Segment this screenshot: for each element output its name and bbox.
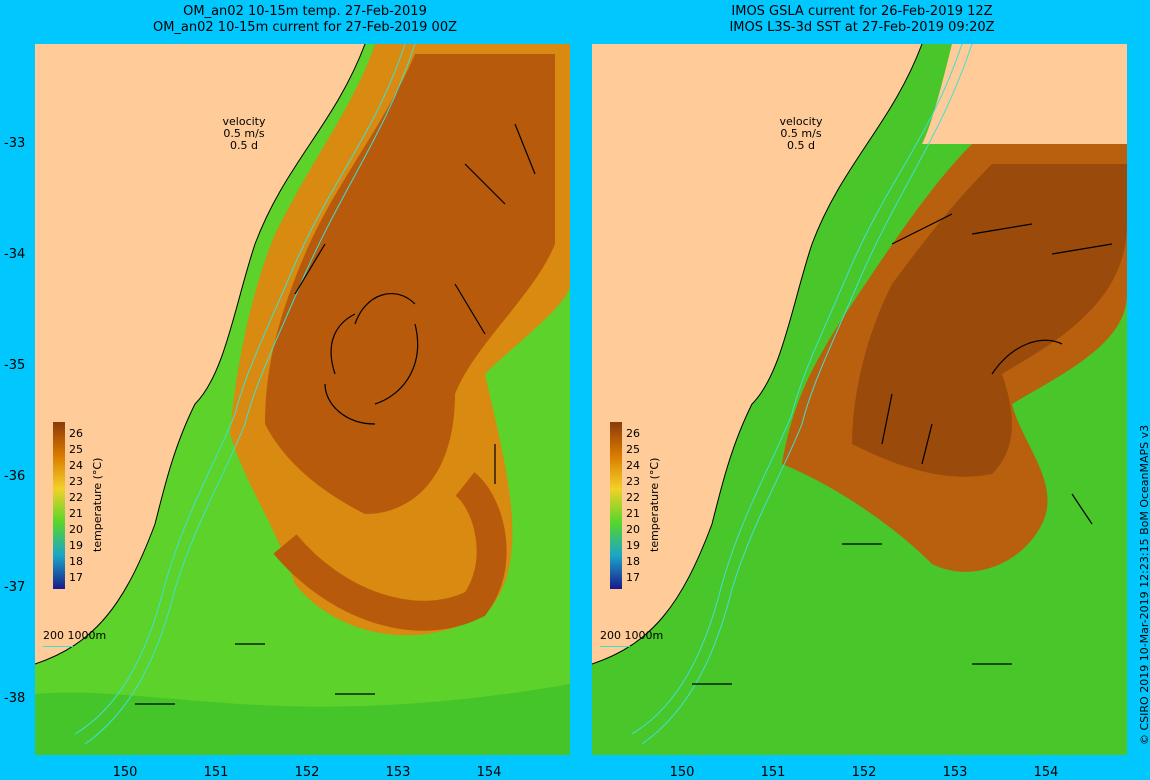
right-colorbar: 26 25 24 23 22 21 20 19 18 17 temperatur… [610,422,670,597]
colorbar-unit: temperature (°C) [91,457,104,552]
right-title-line2: IMOS L3S-3d SST at 27-Feb-2019 09:20Z [729,20,995,35]
colorbar-label: 18 [626,555,640,568]
lat-tick: -35 [4,358,26,373]
colorbar-label: 17 [626,571,640,584]
colorbar-label: 21 [69,507,83,520]
lon-tick: 154 [476,765,502,780]
lon-tick: 151 [760,765,786,780]
right-map-panel[interactable]: velocity 0.5 m/s 0.5 d 26 25 24 23 22 21… [592,44,1127,755]
warm-core [852,164,1127,477]
colorbar-label: 23 [69,475,83,488]
right-panel-title: IMOS GSLA current for 26-Feb-2019 12Z IM… [592,4,1132,36]
velocity-key-label: velocity [222,115,266,128]
left-panel-title: OM_an02 10-15m temp. 27-Feb-2019 OM_an02… [35,4,575,36]
right-map-svg [592,44,1127,755]
velocity-arrows [692,213,1113,685]
colorbar-unit: temperature (°C) [648,457,661,552]
velocity-key-label: velocity [779,115,823,128]
colorbar-label: 17 [69,571,83,584]
left-map-svg [35,44,570,755]
southern-warm-band [35,684,570,755]
lat-tick: -34 [4,247,26,262]
eddy-ring [273,472,507,631]
colorbar-label: 25 [626,443,640,456]
lon-tick: 150 [669,765,695,780]
right-depth-key: 200 1000m [600,629,663,647]
left-map-panel[interactable]: velocity 0.5 m/s 0.5 d 26 25 24 23 22 21… [35,44,570,755]
lat-tick: -38 [4,691,26,706]
left-depth-key: 200 1000m [43,629,106,647]
lon-tick: 153 [942,765,968,780]
coastline [35,44,366,665]
velocity-arrows [135,123,536,705]
colorbar-label: 18 [69,555,83,568]
colorbar-label: 21 [626,507,640,520]
colorbar-label: 20 [626,523,640,536]
left-velocity-key: velocity 0.5 m/s 0.5 d [209,116,279,152]
colorbar-label: 26 [626,427,640,440]
colorbar-label: 20 [69,523,83,536]
lat-tick: -36 [4,469,26,484]
velocity-key-duration: 0.5 d [787,139,815,152]
lon-tick: 154 [1033,765,1059,780]
colorbar-label: 25 [69,443,83,456]
lon-tick: 151 [203,765,229,780]
depth-key-line [600,646,630,647]
left-title-line1: OM_an02 10-15m temp. 27-Feb-2019 [183,4,427,19]
land-mask-gaps [922,44,1127,144]
left-colorbar: 26 25 24 23 22 21 20 19 18 17 temperatur… [53,422,113,597]
depth-key-label: 200 1000m [43,629,107,642]
right-title-line1: IMOS GSLA current for 26-Feb-2019 12Z [731,4,993,19]
velocity-key-duration: 0.5 d [230,139,258,152]
colorbar-label: 19 [69,539,83,552]
right-velocity-key: velocity 0.5 m/s 0.5 d [766,116,836,152]
colorbar-label: 26 [69,427,83,440]
isobath-1000 [84,44,416,745]
colorbar-label: 22 [69,491,83,504]
isobath-1000 [641,44,973,745]
colorbar-label: 24 [69,459,83,472]
warm-core [265,54,555,514]
colorbar-gradient [610,422,622,589]
lat-tick: -33 [4,136,26,151]
lat-tick: -37 [4,580,26,595]
lon-tick: 153 [385,765,411,780]
depth-key-label: 200 1000m [600,629,664,642]
isobath-200 [631,44,963,735]
velocity-key-speed: 0.5 m/s [780,127,822,140]
isobath-200 [74,44,406,735]
colorbar-label: 24 [626,459,640,472]
lon-tick: 152 [851,765,877,780]
coastline [592,44,923,665]
colorbar-label: 22 [626,491,640,504]
lon-tick: 150 [112,765,138,780]
colorbar-label: 19 [626,539,640,552]
lon-tick: 152 [294,765,320,780]
left-title-line2: OM_an02 10-15m current for 27-Feb-2019 0… [152,20,458,35]
velocity-key-speed: 0.5 m/s [223,127,265,140]
colorbar-gradient [53,422,65,589]
credit-text: © CSIRO 2019 10-Mar-2019 12:23:15 BoM Oc… [1138,424,1150,745]
colorbar-label: 23 [626,475,640,488]
depth-key-line [43,646,73,647]
